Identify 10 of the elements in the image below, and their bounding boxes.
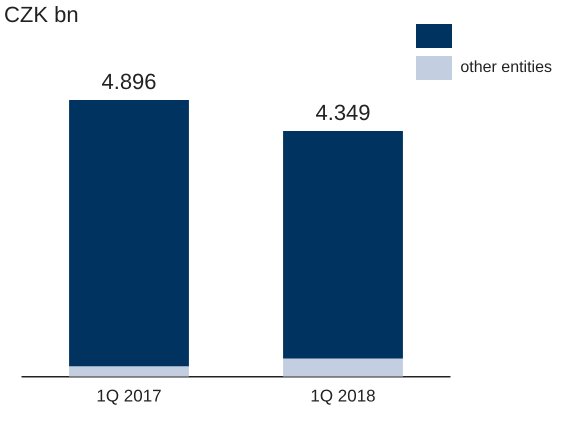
bar [69, 100, 189, 366]
x-tick-label: 1Q 2018 [310, 386, 376, 406]
bar [69, 366, 189, 377]
bar [283, 358, 403, 377]
bar [283, 130, 403, 359]
annotation: 4.349 [315, 100, 371, 126]
annotation: 4.896 [101, 69, 157, 94]
chart-title: CZK bn [4, 2, 79, 28]
legend-label: other entities [460, 59, 552, 77]
x-tick-label: 1Q 2017 [96, 386, 162, 406]
